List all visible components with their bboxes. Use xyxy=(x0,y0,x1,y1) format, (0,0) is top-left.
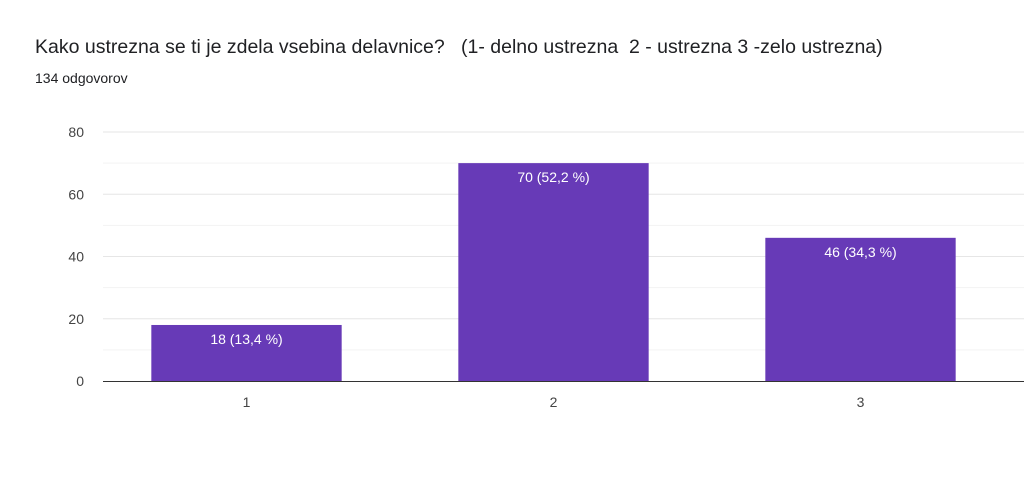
bar xyxy=(765,237,956,381)
question-title: Kako ustrezna se ti je zdela vsebina del… xyxy=(35,36,883,58)
y-tick-label: 60 xyxy=(68,186,84,202)
y-tick-label: 0 xyxy=(76,373,84,389)
response-count: 134 odgovorov xyxy=(35,70,128,86)
y-axis-tick-labels: 0 20 40 60 80 xyxy=(68,124,84,389)
x-tick-label: 3 xyxy=(857,394,865,410)
bar-data-label: 70 (52,2 %) xyxy=(517,169,589,185)
bar xyxy=(458,163,649,381)
bar xyxy=(151,324,342,381)
bars: 18 (13,4 %) 70 (52,2 %) 46 (34,3 %) xyxy=(151,163,956,381)
x-axis-tick-labels: 1 2 3 xyxy=(243,394,865,410)
y-tick-label: 80 xyxy=(68,124,84,140)
x-tick-label: 2 xyxy=(550,394,558,410)
x-tick-label: 1 xyxy=(243,394,251,410)
y-tick-label: 20 xyxy=(68,311,84,327)
y-tick-label: 40 xyxy=(68,249,84,265)
bar-data-label: 46 (34,3 %) xyxy=(824,244,896,260)
bar-data-label: 18 (13,4 %) xyxy=(210,331,282,347)
